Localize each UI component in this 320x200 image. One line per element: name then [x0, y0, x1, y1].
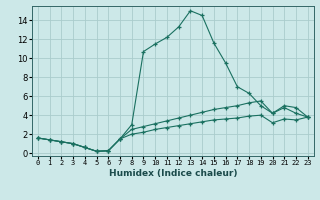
X-axis label: Humidex (Indice chaleur): Humidex (Indice chaleur): [108, 169, 237, 178]
